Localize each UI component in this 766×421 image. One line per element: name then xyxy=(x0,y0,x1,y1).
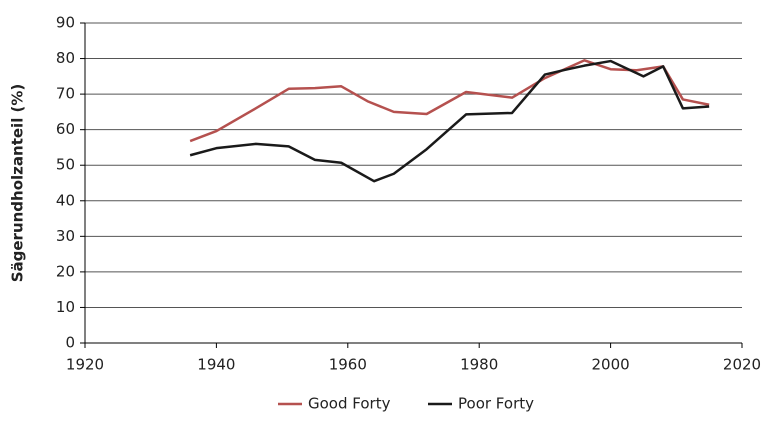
series-line xyxy=(189,59,710,143)
y-tick-label: 50 xyxy=(56,156,75,174)
legend-label: Poor Forty xyxy=(458,395,534,413)
x-tick-label: 1960 xyxy=(329,356,367,374)
y-tick-label: 30 xyxy=(56,227,75,245)
y-tick-label: 20 xyxy=(56,262,75,280)
y-tick-label: 90 xyxy=(56,14,75,32)
x-tick-label: 2020 xyxy=(723,356,761,374)
y-tick-label: 0 xyxy=(65,334,75,352)
y-axis-label: Sägerundholzanteil (%) xyxy=(9,84,27,283)
series-line xyxy=(189,59,710,183)
x-tick-label: 1940 xyxy=(197,356,235,374)
y-tick-label: 10 xyxy=(56,298,75,316)
y-tick-label: 70 xyxy=(56,85,75,103)
y-tick-label: 60 xyxy=(56,120,75,138)
y-tick-label: 40 xyxy=(56,191,75,209)
y-tick-label: 80 xyxy=(56,49,75,67)
x-tick-label: 2000 xyxy=(592,356,630,374)
x-tick-label: 1980 xyxy=(460,356,498,374)
x-tick-label: 1920 xyxy=(66,356,104,374)
legend-label: Good Forty xyxy=(308,395,391,413)
